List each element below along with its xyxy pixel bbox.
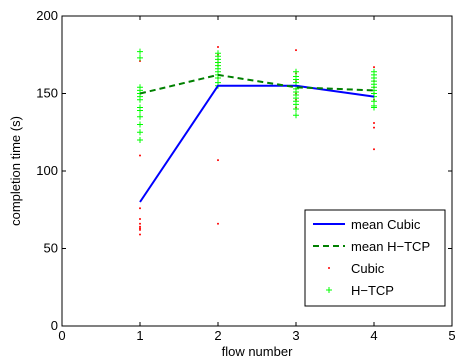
cubic-sample-point [373, 126, 375, 129]
legend-label-3: H−TCP [351, 283, 394, 298]
series-3-markers [137, 48, 377, 143]
cubic-sample-point [139, 227, 141, 230]
cubic-sample-point [139, 154, 141, 157]
htcp-sample-point [137, 107, 143, 114]
x-tick-label: 0 [58, 328, 65, 343]
legend-marker-3 [326, 287, 332, 293]
cubic-sample-point [373, 121, 375, 124]
y-tick-label: 200 [36, 8, 58, 23]
htcp-sample-point [137, 54, 143, 61]
cubic-sample-point [139, 228, 141, 231]
x-tick-label: 4 [370, 328, 377, 343]
cubic-sample-point [139, 218, 141, 221]
x-tick-label: 1 [136, 328, 143, 343]
x-tick-label: 5 [448, 328, 455, 343]
htcp-sample-point [137, 137, 143, 143]
x-axis-label: flow number [222, 344, 293, 358]
y-tick-label: 0 [51, 318, 58, 333]
series-0-line [139, 84, 375, 203]
htcp-sample-point [293, 106, 299, 112]
cubic-sample-point [373, 66, 375, 69]
x-tick-label: 3 [292, 328, 299, 343]
cubic-sample-point [295, 49, 297, 52]
y-tick-label: 50 [44, 241, 58, 256]
cubic-sample-point [139, 233, 141, 236]
htcp-sample-point [293, 112, 299, 119]
y-tick-label: 150 [36, 86, 58, 101]
y-tick-label: 100 [36, 163, 58, 178]
htcp-sample-point [137, 96, 143, 103]
legend-label-2: Cubic [351, 261, 385, 276]
cubic-sample-point [373, 148, 375, 151]
cubic-sample-point [139, 207, 141, 210]
plot-data-layer [137, 46, 377, 236]
series-2-markers [139, 46, 375, 236]
series-1-line [139, 73, 375, 95]
cubic-sample-point [217, 222, 219, 225]
legend-label-1: mean H−TCP [351, 239, 430, 254]
legend-label-0: mean Cubic [351, 217, 421, 232]
cubic-sample-point [139, 222, 141, 225]
legend-marker-2 [328, 267, 330, 269]
htcp-sample-point [137, 129, 143, 136]
legend: mean Cubic mean H−TCP Cubic H−TCP [304, 209, 446, 307]
y-axis-label: completion time (s) [8, 116, 23, 226]
htcp-sample-point [371, 104, 377, 111]
htcp-sample-point [137, 121, 143, 128]
cubic-sample-point [217, 159, 219, 162]
cubic-sample-point [139, 225, 141, 228]
htcp-sample-point [137, 48, 143, 55]
x-tick-label: 2 [214, 328, 221, 343]
htcp-sample-point [137, 113, 143, 120]
cubic-sample-point [217, 46, 219, 48]
